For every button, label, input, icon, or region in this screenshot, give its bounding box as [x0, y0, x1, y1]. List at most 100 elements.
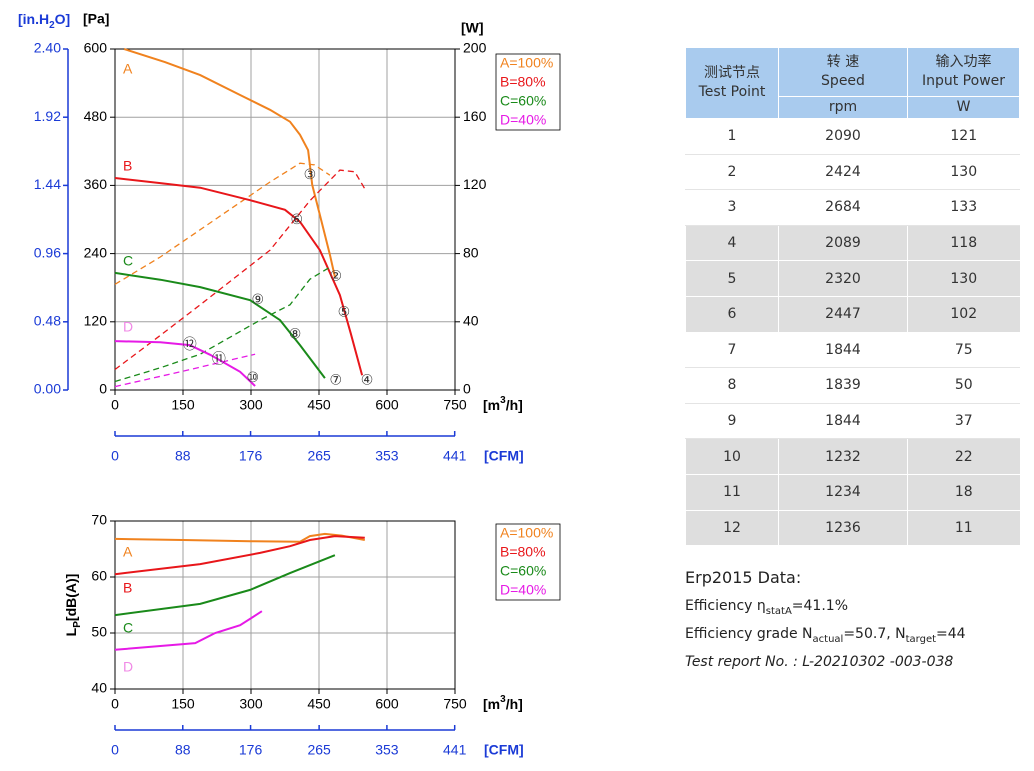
cfm-tick-label: 0 — [111, 742, 119, 758]
y-tick-label: 70 — [91, 512, 107, 528]
y2-tick-label: 0 — [463, 381, 471, 397]
y-tick-label: 240 — [84, 244, 108, 260]
x-tick-label: 600 — [375, 397, 399, 413]
label-part: [m — [483, 397, 500, 413]
legend-entry: D=40% — [500, 582, 546, 598]
table-cell: 2447 — [778, 296, 908, 333]
text: Efficiency η — [685, 598, 766, 614]
table-cell: 1839 — [778, 367, 908, 404]
table-row: 3 2684 133 — [685, 189, 1020, 226]
table-cell: 1844 — [778, 332, 908, 369]
header-text: 转 速 — [826, 54, 860, 70]
cfm-label: [CFM] — [484, 448, 524, 464]
curve-letter: D — [123, 319, 133, 335]
table-row: 10 1232 22 — [685, 438, 1020, 475]
table-row: 7 1844 75 — [685, 332, 1020, 369]
header-text: Test Point — [698, 84, 766, 100]
table-cell: 12 — [685, 510, 779, 547]
legend-entry: A=100% — [500, 55, 553, 71]
x-tick-label: 450 — [307, 696, 331, 712]
test-point-table: 测试节点 Test Point 转 速 Speed 输入功率 Input Power … — [685, 47, 1020, 547]
table-cell: 9 — [685, 403, 779, 440]
text: =41.1% — [791, 598, 849, 614]
table-cell: 10 — [685, 438, 779, 475]
cfm-tick-label: 88 — [175, 448, 191, 464]
table-cell: 18 — [907, 474, 1020, 511]
power-line — [114, 162, 331, 285]
y-tick-label: 360 — [84, 176, 108, 192]
label-sub: P — [72, 621, 83, 628]
x-tick-label: 0 — [111, 397, 119, 413]
label-part: O] — [55, 11, 71, 27]
text: =44 — [936, 626, 966, 642]
label-part: [dB(A)] — [63, 574, 79, 621]
label-part: /h] — [506, 696, 523, 712]
noise-line — [114, 535, 365, 576]
erp-block: Erp2015 Data: Efficiency ηstatA=41.1% Ef… — [685, 566, 966, 678]
operating-point: ⑪ — [212, 351, 226, 367]
y3-tick-label: 2.40 — [34, 40, 61, 56]
power-line — [114, 353, 256, 388]
operating-point: ⑨ — [252, 291, 265, 307]
table-cell: 22 — [907, 438, 1020, 475]
curve-letter: B — [123, 580, 132, 596]
pressure-line — [114, 340, 256, 387]
table-row: 5 2320 130 — [685, 260, 1020, 297]
table-cell: 130 — [907, 260, 1020, 297]
curve-letter: A — [123, 61, 133, 77]
cfm-tick-label: 88 — [175, 742, 191, 758]
subscript: actual — [812, 633, 844, 645]
operating-point: ⑦ — [329, 372, 342, 388]
y2-tick-label: 200 — [463, 40, 487, 56]
cfm-tick-label: 265 — [307, 742, 331, 758]
table-cell: 2090 — [778, 118, 908, 155]
efficiency-grade: Efficiency grade Nactual=50.7, Ntarget=4… — [685, 622, 966, 650]
y3-tick-label: 0.48 — [34, 313, 61, 329]
table-cell: 75 — [907, 332, 1020, 369]
y3-tick-label: 1.92 — [34, 108, 61, 124]
table-row: 8 1839 50 — [685, 367, 1020, 404]
curve-letter: B — [123, 158, 132, 174]
table-cell: 5 — [685, 260, 779, 297]
label-part: [m — [483, 696, 500, 712]
power-line — [114, 169, 366, 371]
table-row: 11 1234 18 — [685, 474, 1020, 511]
pressure-line — [114, 177, 364, 376]
table-cell: 2 — [685, 154, 779, 191]
header-row: 测试节点 Test Point 转 速 Speed 输入功率 Input Power — [685, 47, 1020, 119]
table-cell: 11 — [907, 510, 1020, 547]
x-tick-label: 0 — [111, 696, 119, 712]
table-cell: 3 — [685, 189, 779, 226]
label-part: [in.H — [18, 11, 49, 27]
operating-point: ⑥ — [291, 211, 304, 227]
unit-cell: W — [907, 96, 1020, 119]
table-cell: 133 — [907, 189, 1020, 226]
y3-tick-label: 0.96 — [34, 244, 61, 260]
curve-letter: C — [123, 253, 133, 269]
cfm-label: [CFM] — [484, 742, 524, 758]
legend-entry: C=60% — [500, 563, 546, 579]
x-tick-label: 600 — [375, 696, 399, 712]
label-sup: 3 — [500, 694, 506, 705]
subscript: target — [905, 633, 937, 645]
unit-row: rpm W — [686, 96, 1020, 119]
cfm-tick-label: 441 — [443, 448, 467, 464]
y2-tick-label: 120 — [463, 176, 487, 192]
axis-label: [m3/h] — [483, 694, 523, 712]
table-cell: 2320 — [778, 260, 908, 297]
legend-frame — [495, 53, 561, 131]
subscript: statA — [765, 605, 792, 617]
table-cell: 121 — [907, 118, 1020, 155]
axis-label: [W] — [461, 20, 484, 36]
cfm-tick-label: 176 — [239, 448, 263, 464]
axis-label: [in.H2O] — [18, 11, 70, 31]
legend-entry: B=80% — [500, 544, 546, 560]
table-cell: 11 — [685, 474, 779, 511]
table-cell: 8 — [685, 367, 779, 404]
y-tick-label: 60 — [91, 568, 107, 584]
x-tick-label: 450 — [307, 397, 331, 413]
label-part: /h] — [506, 397, 523, 413]
table-cell: 7 — [685, 332, 779, 369]
